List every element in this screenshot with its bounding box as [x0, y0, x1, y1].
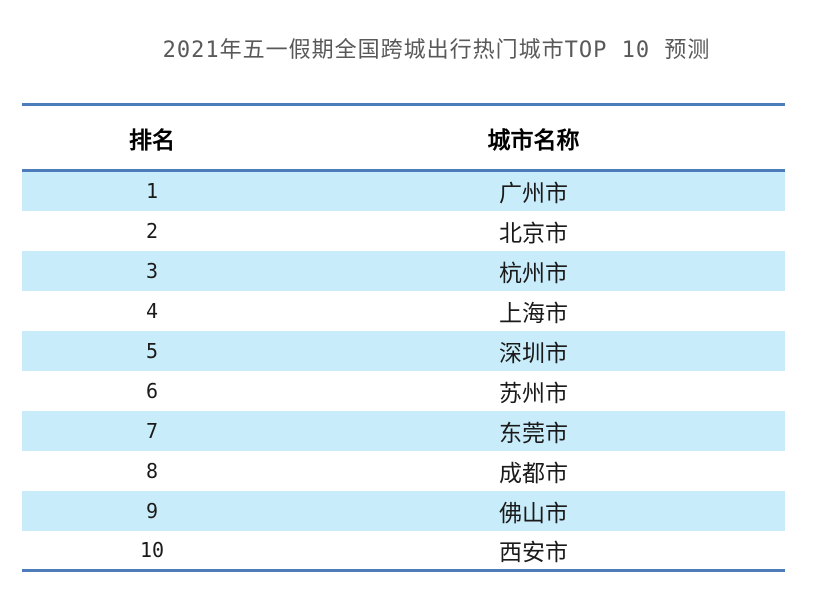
table-row: 4 上海市: [22, 290, 785, 331]
chart-title: 2021年五一假期全国跨城出行热门城市TOP 10 预测: [162, 38, 711, 63]
table-row: 9 佛山市: [22, 490, 785, 531]
rank-cell: 7: [22, 410, 282, 451]
rank-cell: 5: [22, 330, 282, 371]
city-cell: 东莞市: [282, 410, 785, 451]
table-row: 10 西安市: [22, 530, 785, 571]
table-header: 排名 城市名称: [22, 104, 785, 172]
city-cell: 成都市: [282, 450, 785, 491]
table-row: 8 成都市: [22, 450, 785, 491]
city-cell: 上海市: [282, 290, 785, 331]
city-cell: 广州市: [282, 170, 785, 211]
header-row: 排名 城市名称: [22, 104, 785, 172]
city-cell: 杭州市: [282, 250, 785, 291]
rank-column-header: 排名: [22, 104, 282, 172]
top10-cities-table: 排名 城市名称 1 广州市 2 北京市 3 杭州市 4 上海市 5 深圳市 6 苏州市 7 东莞市 8 成都市…: [22, 103, 785, 572]
table-row: 5 深圳市: [22, 330, 785, 371]
city-column-header: 城市名称: [282, 104, 785, 172]
city-cell: 西安市: [282, 530, 785, 571]
city-cell: 深圳市: [282, 330, 785, 371]
table-row: 6 苏州市: [22, 370, 785, 411]
rank-cell: 1: [22, 170, 282, 211]
table-row: 1 广州市: [22, 170, 785, 211]
rank-cell: 3: [22, 250, 282, 291]
rank-cell: 2: [22, 210, 282, 251]
table-row: 3 杭州市: [22, 250, 785, 291]
table-body: 1 广州市 2 北京市 3 杭州市 4 上海市 5 深圳市 6 苏州市 7 东莞市 8 成都市 9 佛山市 10 西安…: [22, 170, 785, 571]
table-row: 7 东莞市: [22, 410, 785, 451]
city-cell: 北京市: [282, 210, 785, 251]
table-row: 2 北京市: [22, 210, 785, 251]
city-cell: 佛山市: [282, 490, 785, 531]
rank-cell: 6: [22, 370, 282, 411]
rank-cell: 9: [22, 490, 282, 531]
rank-cell: 10: [22, 530, 282, 571]
rank-cell: 4: [22, 290, 282, 331]
rank-cell: 8: [22, 450, 282, 491]
city-cell: 苏州市: [282, 370, 785, 411]
